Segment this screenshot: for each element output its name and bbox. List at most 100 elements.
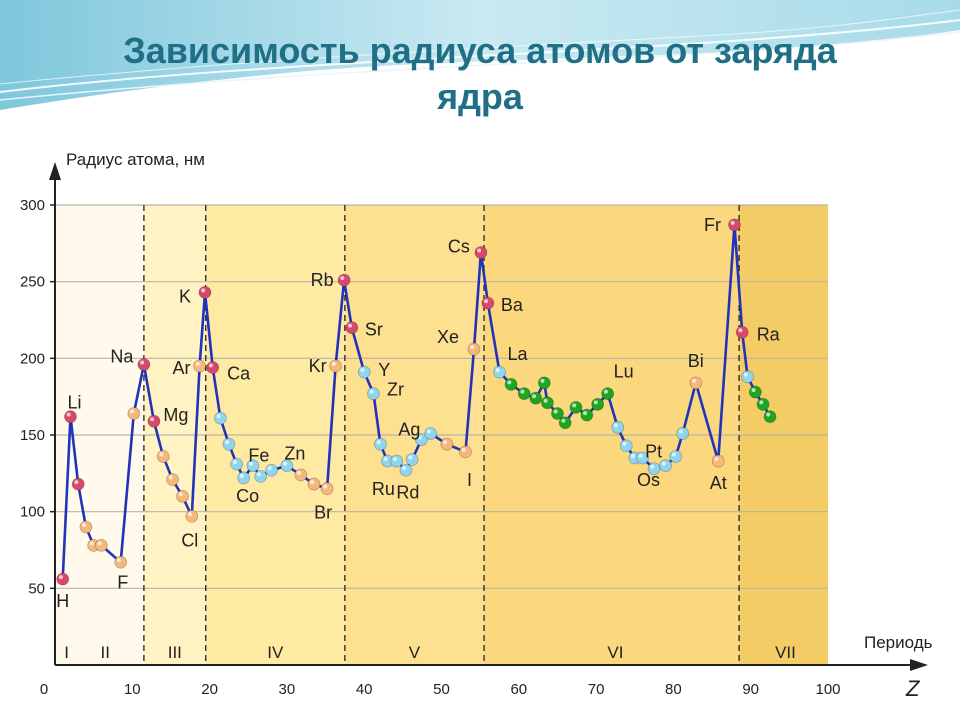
data-point (467, 342, 481, 356)
data-point-highlight (97, 541, 102, 546)
data-point (569, 400, 583, 414)
data-point (735, 325, 749, 339)
data-point (504, 377, 518, 391)
element-label: Br (314, 503, 332, 523)
data-point-highlight (553, 409, 558, 414)
data-point-highlight (495, 368, 500, 373)
data-point (214, 411, 227, 425)
data-point-highlight (140, 360, 145, 365)
data-point (493, 365, 506, 379)
data-point-highlight (116, 558, 121, 563)
data-point-highlight (323, 484, 328, 489)
data-point-highlight (208, 363, 213, 368)
data-point-highlight (759, 400, 764, 405)
element-label: Ar (173, 358, 191, 378)
data-point-highlight (392, 457, 397, 462)
data-point (756, 397, 770, 411)
data-point-highlight (692, 378, 697, 383)
element-labels: H Li F Na Mg Cl Ar K Ca Co Fe Zn Br Kr Rb Sr YZr Ru Rd Ag I X… (56, 215, 780, 611)
element-label: Co (236, 486, 259, 506)
data-point-highlight (256, 472, 261, 477)
data-point (689, 376, 703, 390)
data-point (222, 437, 236, 451)
data-point-highlight (408, 455, 413, 460)
radius-series (56, 218, 777, 586)
data-point (198, 285, 212, 299)
data-point-highlight (331, 362, 336, 366)
data-point-highlight (195, 362, 200, 366)
data-point-highlight (297, 470, 302, 475)
x-tick-label: 60 (510, 681, 527, 698)
data-point (517, 387, 531, 401)
element-label: Fe (248, 446, 269, 466)
data-point-highlight (638, 454, 643, 458)
element-label: Zn (284, 444, 305, 464)
data-point (374, 437, 387, 451)
atomic-radius-chart: 50 100 150 200 250 300 0 10 20 30 40 50 60 70 80 90 100 I… (20, 150, 933, 701)
data-point-highlight (267, 466, 272, 471)
data-point (676, 427, 690, 440)
element-label: Pt (645, 442, 662, 462)
data-point (537, 376, 551, 390)
data-point-highlight (340, 276, 345, 281)
element-label: Mg (163, 405, 188, 425)
data-point-highlight (239, 473, 244, 478)
data-point-highlight (603, 389, 608, 394)
data-point-highlight (730, 220, 735, 225)
x-tick-label: 70 (588, 681, 605, 698)
data-point (459, 445, 472, 459)
data-point (230, 457, 244, 471)
y-tick-label: 200 (20, 350, 45, 367)
data-point-highlight (216, 414, 221, 419)
data-point (329, 359, 342, 373)
slide-title-line-1: Зависимость радиуса атомов от заряда (123, 30, 837, 71)
x-tick-label: 90 (742, 681, 759, 698)
element-label: K (179, 286, 191, 306)
data-point (345, 321, 359, 335)
data-point (763, 410, 777, 424)
data-point-highlight (417, 435, 422, 440)
data-point (337, 273, 351, 287)
data-point-highlight (766, 412, 771, 417)
element-label: Fr (704, 215, 721, 235)
data-point-highlight (249, 461, 254, 466)
data-point (399, 463, 413, 477)
data-point-highlight (532, 394, 537, 399)
data-point-highlight (74, 480, 79, 485)
data-point-highlight (743, 372, 748, 377)
data-point-highlight (593, 400, 598, 405)
data-point-highlight (443, 440, 448, 445)
data-point (94, 538, 108, 552)
data-point (728, 218, 741, 232)
element-label: Rb (311, 270, 334, 290)
data-point-highlight (507, 380, 512, 385)
period-label: VI (607, 643, 623, 662)
period-dividers (143, 205, 740, 665)
x-tick-label: 50 (433, 681, 450, 698)
period-label: IV (267, 643, 284, 662)
element-label: Ba (501, 295, 524, 315)
x-tick-label: 40 (356, 681, 373, 698)
data-point-highlight (58, 575, 63, 580)
element-label: Y (378, 360, 390, 380)
data-point (294, 468, 308, 482)
data-point (137, 358, 151, 371)
element-label: Ag (398, 420, 420, 440)
y-axis-arrow-icon (49, 162, 61, 180)
data-point (481, 296, 495, 310)
data-point-highlight (461, 447, 466, 452)
y-tick-label: 300 (20, 197, 45, 214)
data-point-highlight (178, 492, 183, 497)
element-label: Xe (437, 327, 459, 347)
axes: 50 100 150 200 250 300 0 10 20 30 40 50 60 70 80 90 100 I… (20, 162, 928, 698)
data-point-highlight (738, 328, 743, 333)
data-point (176, 489, 189, 503)
data-point (611, 420, 625, 434)
data-point (265, 463, 278, 477)
y-tick-label: 100 (20, 504, 45, 521)
x-axis-label: Z (905, 676, 921, 701)
data-point-highlight (751, 388, 756, 393)
data-point-highlight (622, 441, 627, 446)
data-point (166, 473, 179, 486)
element-label: Os (637, 470, 660, 490)
